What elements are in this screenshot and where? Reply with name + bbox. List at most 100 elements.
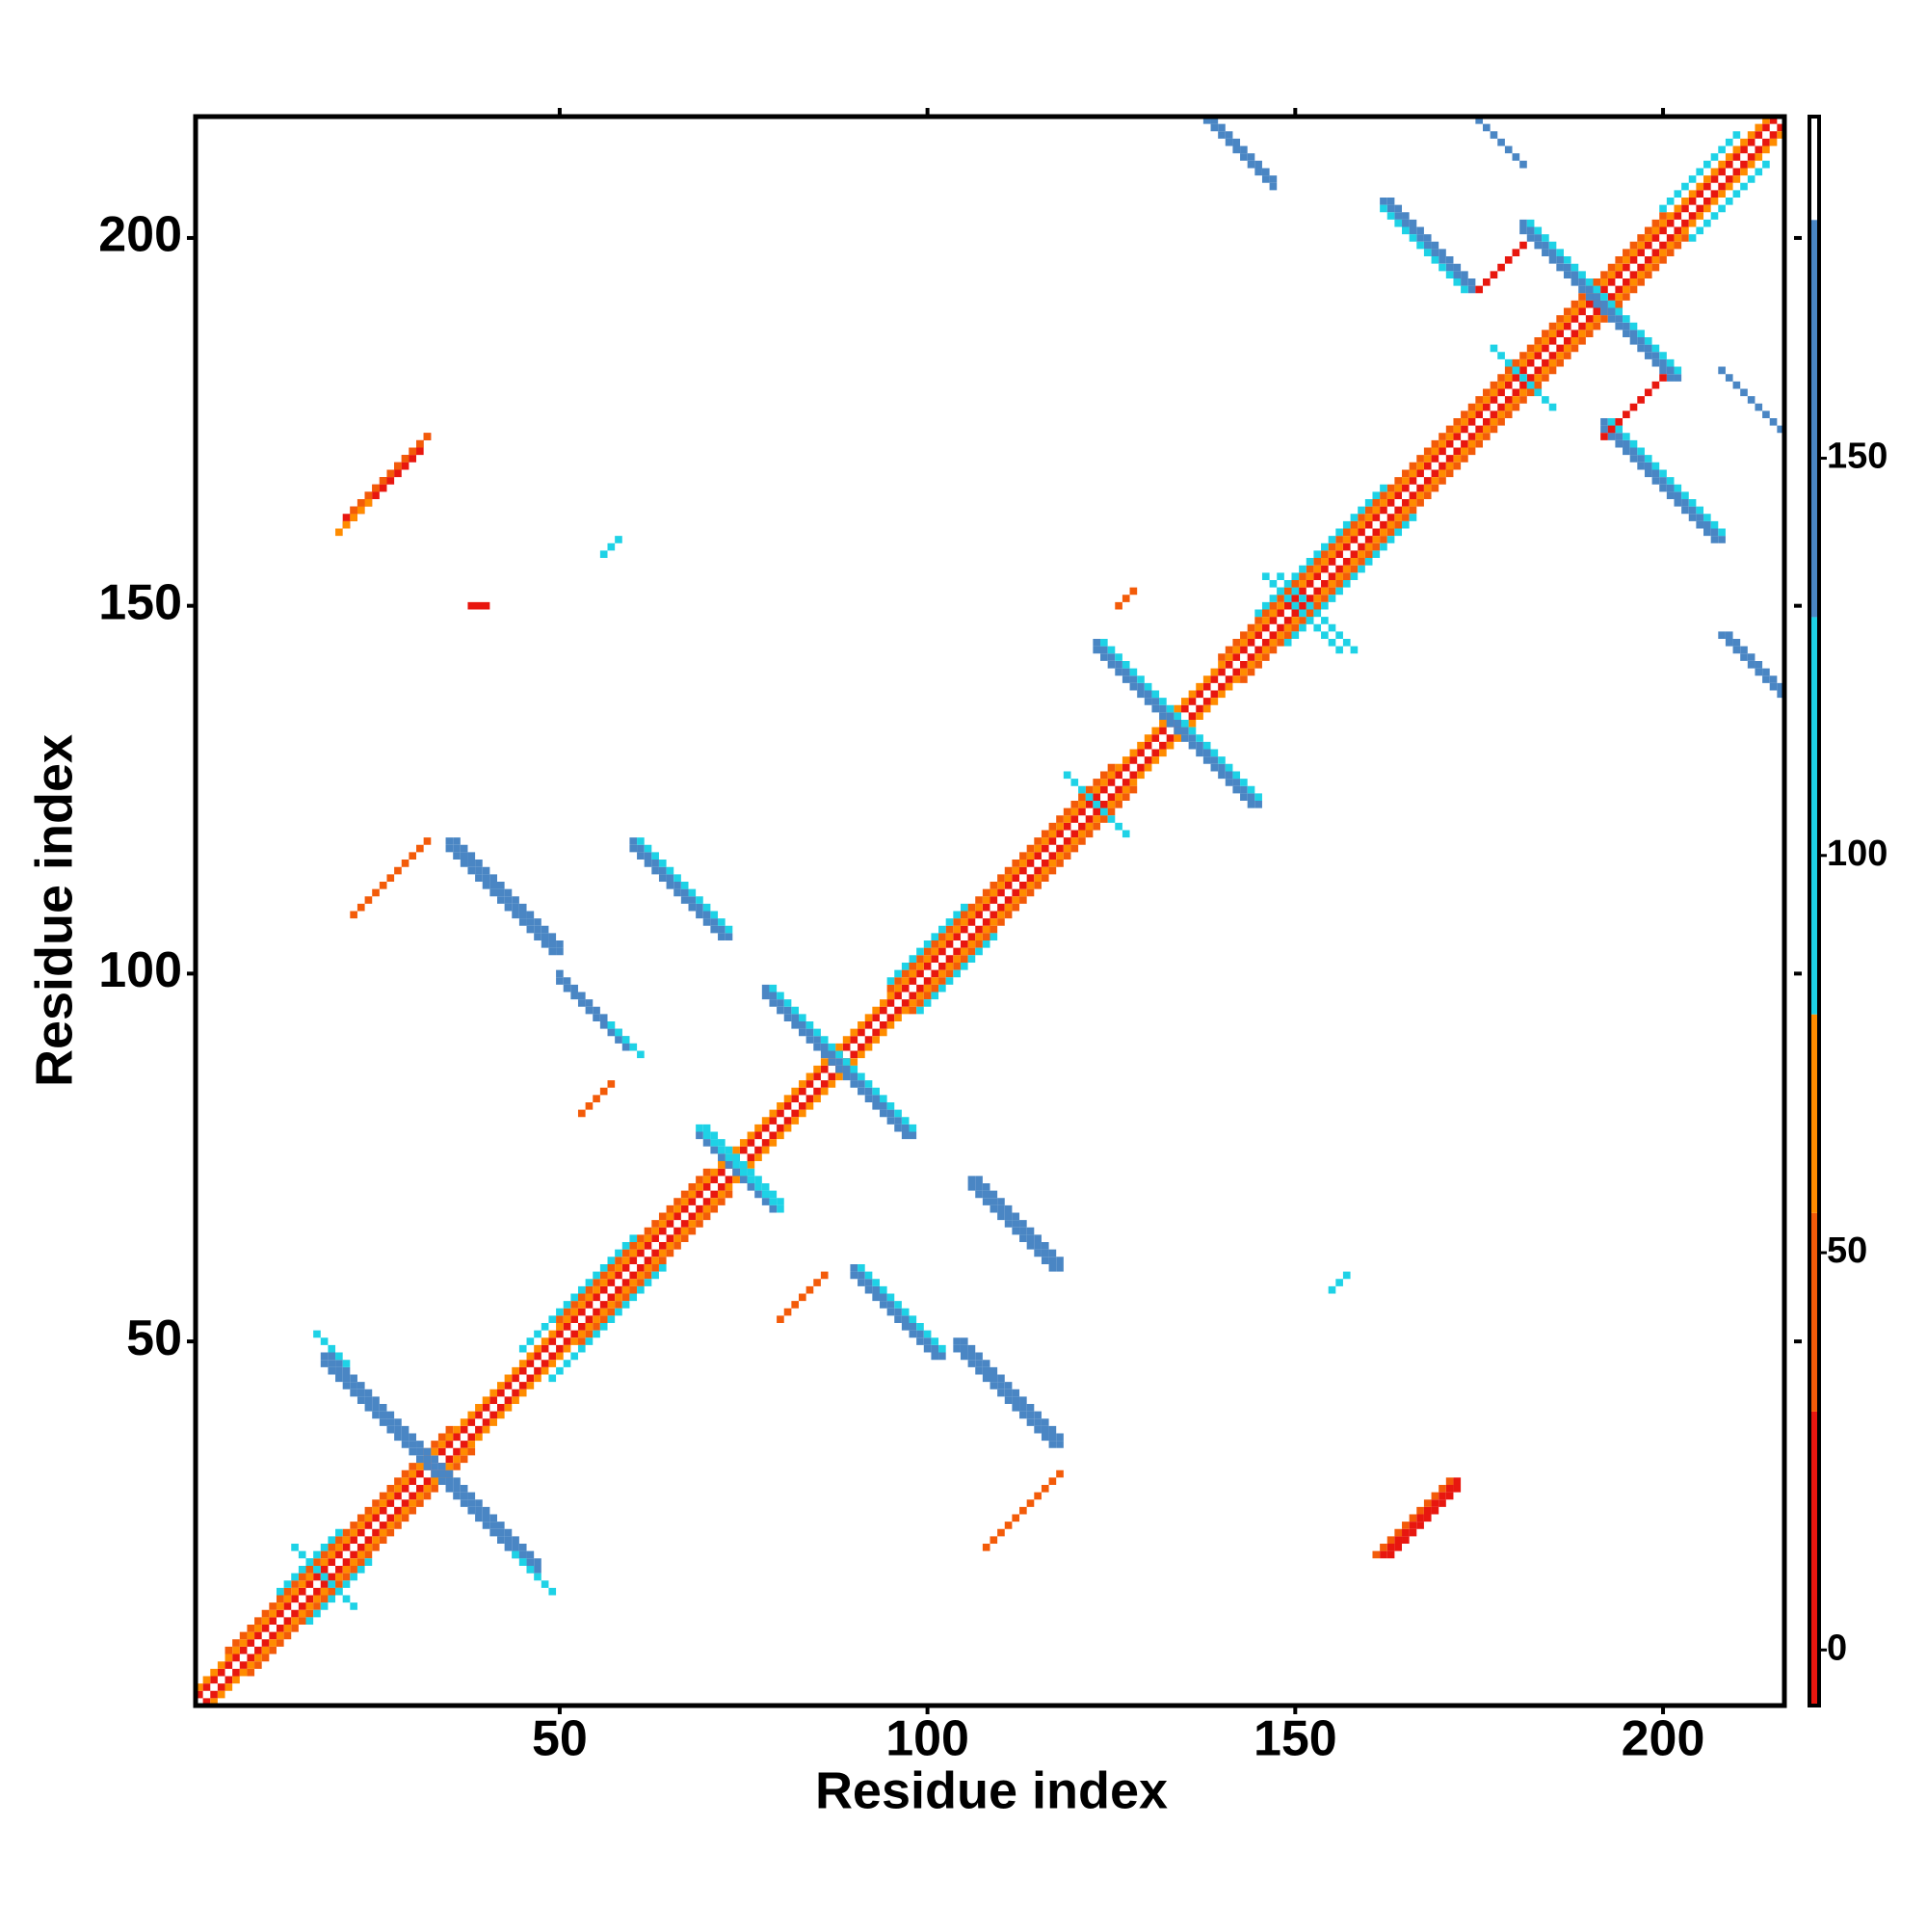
colorbar-band [1809, 617, 1819, 1015]
y-tick-label: 150 [98, 574, 182, 630]
heatmap-cells [1600, 418, 1726, 543]
heatmap-cells [1475, 241, 1527, 294]
heatmap-cells [548, 1263, 667, 1383]
heatmap-cells [224, 1425, 454, 1654]
heatmap-cells [1718, 366, 1784, 434]
heatmap-cells [556, 977, 630, 1051]
heatmap-cells [1600, 374, 1667, 440]
heatmap-cells [196, 117, 1778, 1699]
heatmap-cells [960, 1337, 1064, 1442]
heatmap-cells [1261, 572, 1343, 654]
x-tick-label: 100 [885, 1711, 969, 1767]
colorbar-band [1809, 220, 1819, 618]
x-tick-label: 150 [1254, 1711, 1337, 1767]
heatmap-cells [1600, 425, 1719, 543]
heatmap-cells [1380, 197, 1476, 294]
heatmap-cells [761, 992, 910, 1140]
heatmap-cells [850, 1263, 946, 1361]
colorbar-tick-label: 50 [1827, 1231, 1867, 1271]
heatmap-cells [1093, 639, 1262, 808]
heatmap-cells [445, 837, 564, 956]
heatmap-cells [1115, 587, 1138, 610]
heatmap-cells [1519, 219, 1682, 382]
heatmap-cells [467, 601, 490, 610]
x-tick-label: 50 [532, 1711, 588, 1767]
heatmap-cells [1093, 646, 1255, 808]
heatmap-cells [1240, 234, 1689, 683]
heatmap-cells [1372, 1477, 1454, 1559]
colorbar-band [1809, 1411, 1819, 1706]
colorbar-tick-label: 100 [1827, 834, 1887, 874]
heatmap-cells [1218, 212, 1667, 661]
heatmap-cells [247, 1447, 476, 1677]
heatmap-cells [291, 1544, 357, 1610]
heatmap-cells [858, 1263, 946, 1353]
x-axis-title: Residue index [815, 1761, 1168, 1819]
heatmap-cells [1380, 204, 1468, 294]
heatmap-cells [1475, 117, 1527, 169]
heatmap-cells [696, 1131, 778, 1213]
heatmap-cells [518, 1234, 638, 1353]
heatmap-cells [350, 433, 432, 515]
heatmap-cells [629, 844, 726, 941]
heatmap-cells [1202, 117, 1278, 191]
heatmap-cells [1526, 219, 1682, 375]
heatmap-cells [577, 1080, 616, 1118]
heatmap-cells [210, 131, 1784, 1706]
heatmap-cells [953, 1337, 1064, 1448]
heatmap-cells [886, 903, 968, 985]
heatmap-cells [953, 1344, 1057, 1448]
heatmap-cells [1490, 344, 1557, 411]
y-tick-label: 200 [98, 207, 182, 263]
heatmap-cells [1277, 572, 1359, 654]
plot-frame [193, 114, 1787, 1708]
heatmap-cells [1283, 514, 1417, 647]
heatmap-cells [196, 117, 1770, 1691]
heatmap-cells [313, 1330, 351, 1367]
heatmap-cells [637, 837, 733, 934]
heatmap-cells [350, 837, 432, 919]
heatmap-cells [1718, 631, 1784, 699]
heatmap-cells [975, 1176, 1064, 1264]
heatmap-cells [886, 763, 1116, 992]
heatmap-cells [202, 123, 1784, 1706]
y-tick-label: 100 [98, 942, 182, 998]
heatmap-cells [599, 536, 622, 559]
heatmap-cells [556, 1168, 711, 1324]
heatmap-cells [1725, 631, 1784, 691]
heatmap-cells [696, 1124, 784, 1213]
heatmap-cells [777, 1271, 829, 1324]
heatmap-cells [1519, 226, 1675, 382]
colorbar-frame [1808, 115, 1821, 1707]
heatmap-cells [1100, 639, 1262, 801]
y-axis-title: Residue index [25, 734, 83, 1087]
heatmap-cells [916, 933, 998, 1015]
heatmap-cells [1386, 197, 1476, 286]
x-tick-label: 200 [1622, 1711, 1705, 1767]
heatmap-cells [577, 1190, 733, 1345]
y-tick-label: 50 [126, 1310, 182, 1366]
heatmap-cells [607, 1021, 645, 1059]
heatmap-cells [320, 1352, 541, 1574]
heatmap-cells [1386, 1484, 1462, 1559]
heatmap-cells [328, 1352, 541, 1566]
heatmap-cells [1607, 418, 1726, 537]
heatmap-cells [850, 1271, 939, 1361]
heatmap-cells [761, 984, 917, 1140]
colorbar-band [1809, 1212, 1819, 1412]
heatmap-cells [1210, 117, 1278, 183]
heatmap-cells [982, 1469, 1064, 1551]
colorbar-band [1809, 1014, 1819, 1213]
heatmap-cells [769, 984, 917, 1132]
heatmap-cells [1328, 1271, 1351, 1294]
heatmap-cells [335, 498, 373, 537]
heatmap-cells [320, 1360, 535, 1574]
colorbar-band [1809, 117, 1819, 221]
heatmap-cells [1063, 771, 1130, 838]
heatmap-cells [702, 1124, 784, 1205]
colorbar-tick-label: 150 [1827, 437, 1887, 477]
heatmap-cells [453, 837, 564, 948]
heatmap-cells [445, 844, 557, 956]
heatmap-cells [1688, 160, 1770, 242]
